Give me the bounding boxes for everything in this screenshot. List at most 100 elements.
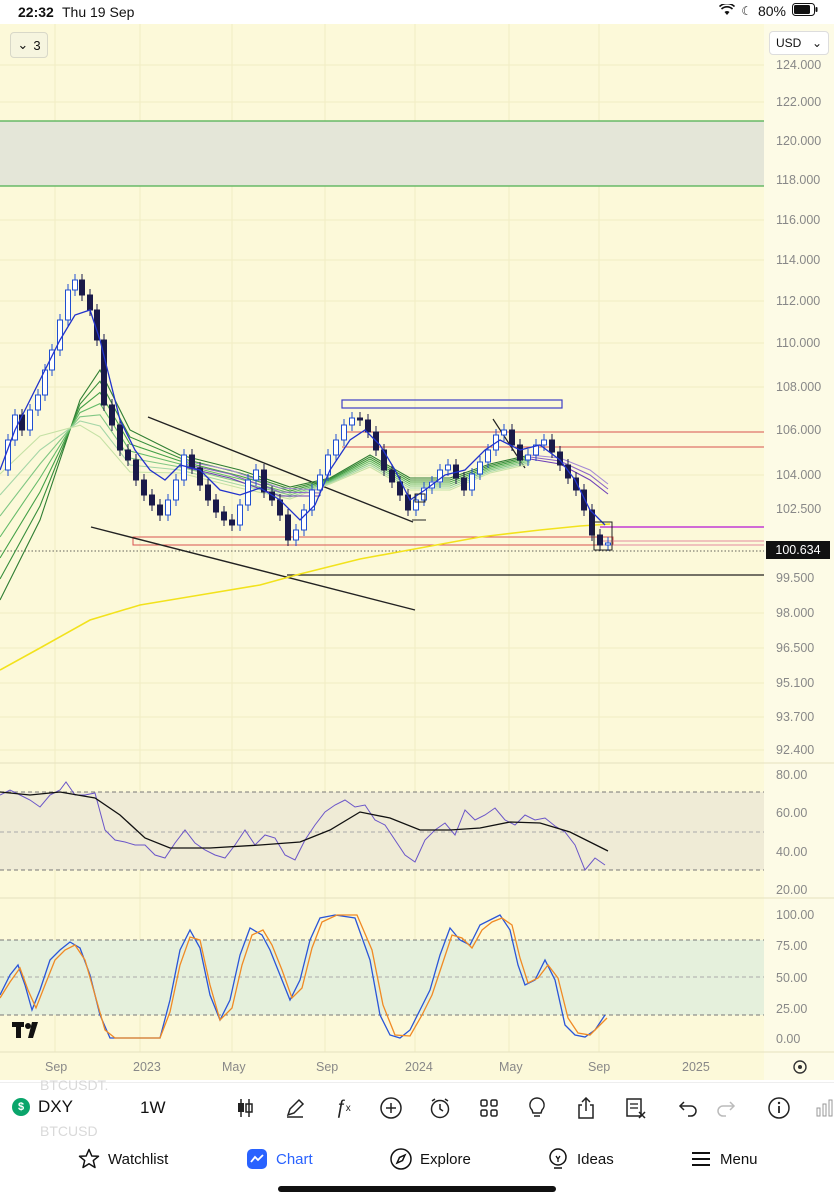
candle-body xyxy=(573,477,579,491)
price-tick-label: 124.000 xyxy=(776,58,821,72)
tab-watchlist[interactable]: Watchlist xyxy=(78,1148,168,1170)
battery-percent: 80% xyxy=(757,3,786,19)
price-tick-label: 99.500 xyxy=(776,571,814,585)
candle-body xyxy=(87,294,93,311)
candle-body xyxy=(197,467,203,486)
symbol-selector[interactable]: $ DXY xyxy=(12,1097,73,1117)
candle-body xyxy=(189,454,195,469)
candle-body xyxy=(581,489,587,511)
price-tick-label: 114.000 xyxy=(776,253,820,267)
rsi-tick-label: 40.00 xyxy=(776,845,807,859)
candle-body xyxy=(341,424,347,441)
candle-body xyxy=(533,444,539,456)
currency-select[interactable]: USD ⌄ xyxy=(769,31,829,55)
candle-body xyxy=(381,449,387,471)
compass-icon xyxy=(390,1148,412,1170)
time-tick-label: Sep xyxy=(45,1060,67,1074)
tab-ideas[interactable]: Ideas xyxy=(547,1148,614,1170)
tradingview-logo xyxy=(12,1022,38,1038)
chart-settings-icon[interactable] xyxy=(793,1060,807,1074)
stoch-tick-label: 75.00 xyxy=(776,939,807,953)
share-icon[interactable] xyxy=(573,1095,599,1121)
chart-icon xyxy=(246,1148,268,1170)
more-chart-icon[interactable] xyxy=(812,1095,834,1121)
chevron-down-icon: ⌄ xyxy=(17,37,29,52)
price-tick-label: 104.000 xyxy=(776,468,821,482)
candle-body xyxy=(117,424,123,451)
symbol-name: DXY xyxy=(38,1097,73,1116)
add-icon[interactable] xyxy=(378,1095,404,1121)
star-icon xyxy=(78,1148,100,1170)
candle-body xyxy=(365,419,371,433)
tab-menu[interactable]: Menu xyxy=(690,1148,758,1170)
price-tick-label: 118.000 xyxy=(776,173,820,187)
tab-label: Chart xyxy=(276,1150,313,1168)
time-tick-label: Sep xyxy=(588,1060,610,1074)
candle-body xyxy=(213,499,219,513)
candle-body xyxy=(357,417,363,421)
battery-icon xyxy=(792,3,818,19)
candle-body xyxy=(229,519,235,526)
bulb-icon xyxy=(547,1148,569,1170)
candle-body xyxy=(181,454,187,481)
candle-body xyxy=(517,444,523,461)
layouts-icon[interactable] xyxy=(476,1095,502,1121)
candle-body xyxy=(157,504,163,516)
candles-icon[interactable] xyxy=(232,1095,258,1121)
chart-canvas[interactable]: 124.000 122.000 120.000 118.000 116.000 114.0… xyxy=(0,24,834,1080)
layers-count: 3 xyxy=(33,37,41,53)
price-tick-label: 108.000 xyxy=(776,380,821,394)
candle-body xyxy=(413,499,419,511)
candle-body xyxy=(221,511,227,521)
candle-body xyxy=(349,417,355,426)
ghost-symbol-bottom: BTCUSD xyxy=(40,1123,98,1139)
candle-body xyxy=(469,473,475,491)
object-tree-icon[interactable] xyxy=(623,1095,649,1121)
info-icon[interactable] xyxy=(766,1095,792,1121)
chart-area[interactable]: 124.000 122.000 120.000 118.000 116.000 114.0… xyxy=(0,24,834,1080)
time-tick-label: 2025 xyxy=(682,1060,710,1074)
timeframe-button[interactable]: 1W xyxy=(140,1098,166,1117)
candle-body xyxy=(149,494,155,506)
candle-body xyxy=(12,414,18,441)
ribbon-line xyxy=(0,424,531,500)
candle-body xyxy=(72,279,78,291)
price-tick-label: 95.100 xyxy=(776,676,814,690)
dollar-badge-icon: $ xyxy=(12,1098,30,1116)
undo-icon[interactable] xyxy=(675,1095,701,1121)
candle-body xyxy=(541,439,547,446)
chart-layers-button[interactable]: ⌄ 3 xyxy=(10,32,48,58)
candle-body xyxy=(317,474,323,491)
candle-body xyxy=(461,477,467,491)
price-tick-label: 96.500 xyxy=(776,641,814,655)
time-tick-label: 2024 xyxy=(405,1060,433,1074)
candle-body xyxy=(301,509,307,531)
status-date: Thu 19 Sep xyxy=(62,4,135,20)
tab-label: Menu xyxy=(720,1150,758,1168)
candle-body xyxy=(65,289,71,321)
tab-label: Ideas xyxy=(577,1150,614,1168)
candle-body xyxy=(165,499,171,516)
idea-bulb-icon[interactable] xyxy=(524,1095,550,1121)
price-tick-label: 93.700 xyxy=(776,710,814,724)
candle-body xyxy=(141,479,147,496)
tab-chart[interactable]: Chart xyxy=(246,1148,313,1170)
draw-pen-icon[interactable] xyxy=(282,1095,308,1121)
time-tick-label: 2023 xyxy=(133,1060,161,1074)
candle-body xyxy=(109,404,115,426)
alert-clock-icon[interactable] xyxy=(427,1095,453,1121)
price-tick-label: 98.000 xyxy=(776,606,814,620)
candle-body xyxy=(285,514,291,541)
status-time: 22:32 xyxy=(18,4,54,20)
tab-explore[interactable]: Explore xyxy=(390,1148,471,1170)
candle-body xyxy=(293,529,299,541)
ribbon-line xyxy=(179,456,609,494)
price-tick-label: 92.400 xyxy=(776,743,814,757)
candle-body xyxy=(397,481,403,496)
candle-body xyxy=(437,469,443,483)
rsi-tick-label: 20.00 xyxy=(776,883,807,897)
candle-body xyxy=(205,484,211,501)
redo-icon[interactable] xyxy=(713,1095,739,1121)
